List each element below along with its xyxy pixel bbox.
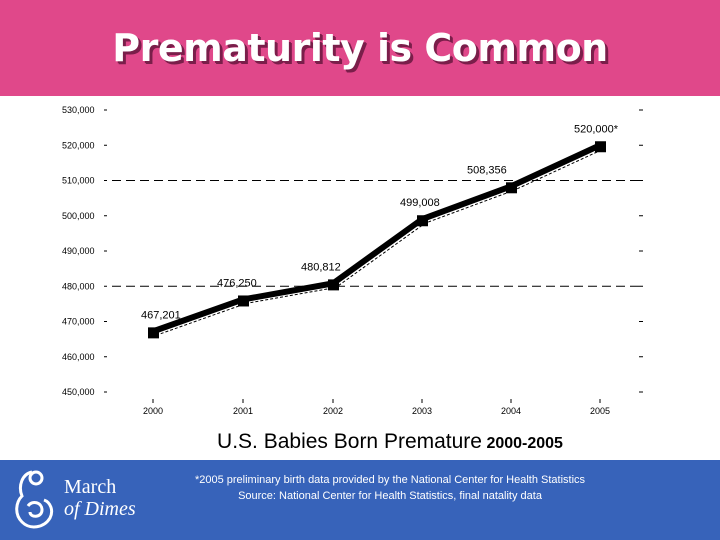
title-banner: Prematurity is Common [0,0,720,96]
data-label: 520,000* [574,123,619,135]
premature-births-line-chart: 530,000 520,000 510,000 500,000 490,000 480,0… [62,105,643,416]
logo-text-of-dimes: of Dimes [64,498,136,520]
x-tick-label: 2005 [590,406,610,416]
data-point-marker [148,327,159,339]
footnote-source: Source: National Center for Health Stati… [238,490,542,502]
y-tick-label: 520,000 [62,140,95,150]
data-label: 508,356 [467,164,507,176]
data-point-marker [328,279,339,291]
data-point-marker [417,215,428,227]
y-tick-label: 450,000 [62,387,95,397]
data-point-marker [238,295,249,307]
x-tick-label: 2003 [412,406,432,416]
mother-child-icon [15,470,54,529]
x-tick-label: 2004 [501,406,521,416]
caption-main: U.S. Babies Born Premature [217,430,482,453]
caption-years: 2000-2005 [486,435,563,452]
logo-text-march: March [64,476,117,498]
data-label: 476,250 [217,277,257,289]
data-label: 480,812 [301,261,341,273]
y-tick-label: 530,000 [62,105,95,115]
y-tick-label: 510,000 [62,176,95,186]
series-line [151,142,602,335]
footnote-preliminary: *2005 preliminary birth data provided by… [194,474,586,486]
data-point-marker [595,141,606,153]
footnotes: *2005 preliminary birth data provided by… [170,472,610,504]
data-label: 467,201 [141,309,181,321]
data-label: 499,008 [400,197,440,209]
data-point-marker [506,182,517,194]
chart-caption: U.S. Babies Born Premature 2000-2005 [0,430,720,454]
y-tick-label: 500,000 [62,211,95,221]
footer-bar: March of Dimes *2005 preliminary birth d… [0,460,720,540]
y-tick-label: 480,000 [62,281,95,291]
y-tick-label: 470,000 [62,317,95,327]
march-of-dimes-logo: March of Dimes [10,466,160,536]
slide-title: Prematurity is Common [112,26,608,70]
x-tick-label: 2000 [143,406,163,416]
y-tick-label: 460,000 [62,352,95,362]
x-tick-label: 2001 [233,406,253,416]
y-tick-label: 490,000 [62,246,95,256]
x-tick-label: 2002 [323,406,343,416]
series-shadow-line [155,148,604,336]
